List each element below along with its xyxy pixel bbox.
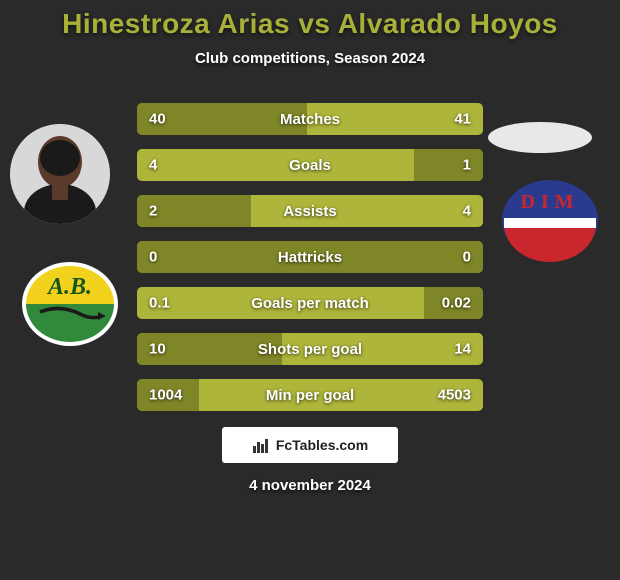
bar-row: 1004 Min per goal 4503 xyxy=(137,379,483,411)
bar-row: 10 Shots per goal 14 xyxy=(137,333,483,365)
bar-label: Min per goal xyxy=(266,387,354,404)
subtitle: Club competitions, Season 2024 xyxy=(195,50,425,67)
bar-label: Assists xyxy=(283,203,336,220)
bar-label: Shots per goal xyxy=(258,341,362,358)
bar-right-value: 4 xyxy=(463,203,471,220)
bar-left-value: 4 xyxy=(149,157,157,174)
bar-label: Hattricks xyxy=(278,249,342,266)
bar-left-value: 10 xyxy=(149,341,166,358)
page-title: Hinestroza Arias vs Alvarado Hoyos xyxy=(62,8,558,40)
bar-left-value: 0 xyxy=(149,249,157,266)
bar-right-value: 41 xyxy=(454,111,471,128)
comparison-card: Hinestroza Arias vs Alvarado Hoyos Club … xyxy=(0,0,620,580)
club-left-badge: A.B. xyxy=(20,260,120,348)
site-badge[interactable]: FcTables.com xyxy=(222,427,398,463)
bar-right-value: 14 xyxy=(454,341,471,358)
club-right-badge: DIM xyxy=(500,178,600,262)
bar-left-value: 1004 xyxy=(149,387,182,404)
bar-right-value: 0 xyxy=(463,249,471,266)
bar-label: Goals xyxy=(289,157,331,174)
chart-icon xyxy=(252,436,270,454)
bar-right-value: 4503 xyxy=(438,387,471,404)
svg-text:DIM: DIM xyxy=(520,191,579,213)
bar-row: 0 Hattricks 0 xyxy=(137,241,483,273)
date: 4 november 2024 xyxy=(249,477,371,494)
bar-right-value: 1 xyxy=(463,157,471,174)
site-text: FcTables.com xyxy=(276,437,368,453)
bar-right-value: 0.02 xyxy=(442,295,471,312)
bar-label: Matches xyxy=(280,111,340,128)
player-left-avatar xyxy=(10,124,110,224)
bar-row: 2 Assists 4 xyxy=(137,195,483,227)
bar-left-value: 2 xyxy=(149,203,157,220)
bar-row: 4 Goals 1 xyxy=(137,149,483,181)
bar-left-value: 0.1 xyxy=(149,295,170,312)
bar-row: 40 Matches 41 xyxy=(137,103,483,135)
player-right-avatar xyxy=(488,122,592,153)
bar-row: 0.1 Goals per match 0.02 xyxy=(137,287,483,319)
bar-left-value: 40 xyxy=(149,111,166,128)
svg-text:A.B.: A.B. xyxy=(46,274,92,300)
bar-label: Goals per match xyxy=(251,295,369,312)
stats-bars: 40 Matches 41 4 Goals 1 2 Assists 4 0 Ha… xyxy=(137,103,483,411)
